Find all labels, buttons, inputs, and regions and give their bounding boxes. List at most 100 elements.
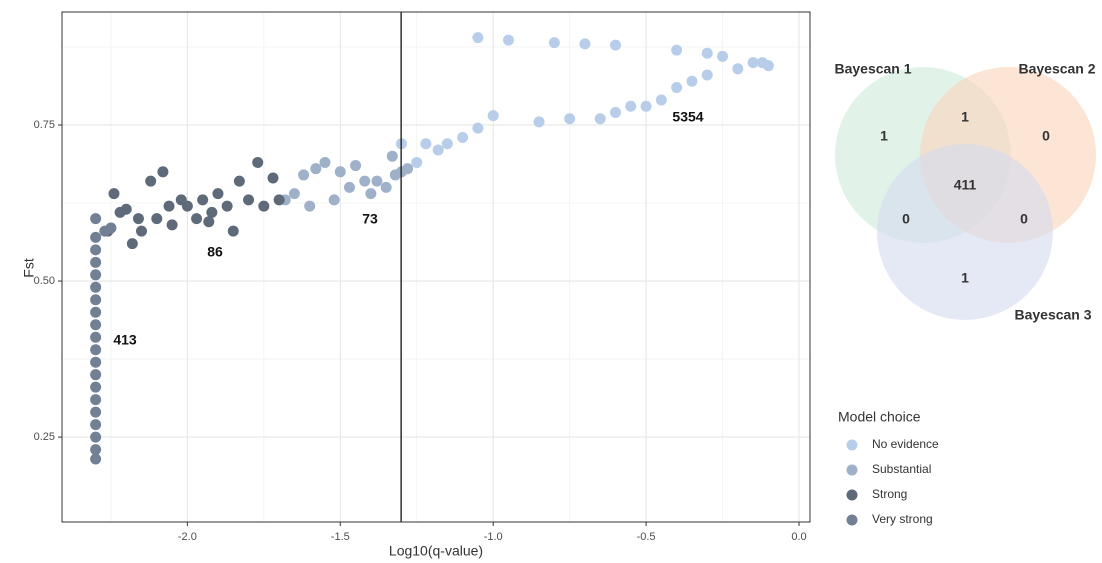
legend-label: Strong [872, 487, 907, 501]
point [132, 213, 144, 225]
point [105, 222, 117, 234]
point [655, 94, 667, 106]
point [334, 166, 346, 178]
point [502, 34, 514, 46]
point [90, 331, 102, 343]
point [243, 194, 255, 206]
point [411, 156, 423, 168]
venn-count: 0 [1020, 211, 1028, 227]
point [221, 200, 233, 212]
venn-set [877, 144, 1053, 320]
point [343, 181, 355, 193]
point [227, 225, 239, 237]
x-tick-label: 0.0 [791, 531, 806, 543]
point [191, 213, 203, 225]
point [610, 107, 622, 119]
point [487, 110, 499, 122]
point [90, 244, 102, 256]
x-axis-label: Log10(q-value) [389, 543, 483, 559]
point [304, 200, 316, 212]
point [564, 113, 576, 125]
venn-count: 1 [961, 109, 969, 125]
point [145, 175, 157, 187]
point [90, 431, 102, 443]
venn-count: 411 [954, 177, 977, 193]
venn-set-label: Bayescan 2 [1018, 61, 1095, 77]
venn-count: 0 [902, 211, 910, 227]
point [181, 200, 193, 212]
annotation: 73 [362, 211, 378, 227]
venn-set-label: Bayescan 3 [1014, 307, 1091, 323]
point [258, 200, 270, 212]
point [402, 163, 414, 175]
point [579, 38, 591, 50]
legend-marker [846, 439, 858, 451]
point [310, 163, 322, 175]
x-tick-label: -1.0 [484, 531, 503, 543]
point [90, 344, 102, 356]
point [701, 47, 713, 59]
venn-count: 1 [880, 128, 888, 144]
y-axis-label: Fst [21, 258, 37, 278]
annotation: 5354 [672, 109, 703, 125]
point [90, 369, 102, 381]
point [90, 356, 102, 368]
point [90, 281, 102, 293]
point [432, 144, 444, 156]
point [732, 63, 744, 75]
y-tick-label: 0.25 [34, 431, 55, 443]
point [90, 444, 102, 456]
legend-label: Substantial [872, 462, 931, 476]
point [365, 188, 377, 200]
point [756, 57, 768, 69]
legend-label: No evidence [872, 437, 939, 451]
point [350, 160, 362, 172]
point [610, 39, 622, 51]
legend-marker [846, 514, 858, 526]
point [212, 188, 224, 200]
point [472, 122, 484, 134]
x-tick-label: -2.0 [178, 531, 197, 543]
point [686, 75, 698, 87]
point [267, 172, 279, 184]
point [90, 294, 102, 306]
legend-marker [846, 464, 858, 476]
point [90, 306, 102, 318]
point [457, 131, 469, 143]
point [625, 100, 637, 112]
point [252, 156, 264, 168]
point [90, 269, 102, 281]
point [386, 150, 398, 162]
point [701, 69, 713, 81]
point [380, 181, 392, 193]
point [90, 394, 102, 406]
point [203, 216, 215, 228]
point [359, 175, 371, 187]
point [472, 32, 484, 44]
point [126, 238, 138, 250]
point [206, 206, 218, 218]
point [90, 319, 102, 331]
point [273, 194, 285, 206]
plot-border [61, 11, 811, 523]
point [298, 169, 310, 181]
x-tick-label: -0.5 [637, 531, 656, 543]
legend-marker [846, 489, 858, 501]
point [90, 419, 102, 431]
venn-set-label: Bayescan 1 [834, 61, 911, 77]
point [90, 213, 102, 225]
point [288, 188, 300, 200]
point [163, 200, 175, 212]
y-tick-label: 0.50 [34, 275, 55, 287]
point [90, 453, 102, 465]
point [371, 175, 383, 187]
point [120, 203, 132, 215]
point [717, 50, 729, 62]
point [420, 138, 432, 150]
y-tick-label: 0.75 [34, 119, 55, 131]
point [90, 381, 102, 393]
point [151, 213, 163, 225]
annotation: 413 [113, 332, 137, 348]
point [747, 57, 759, 69]
